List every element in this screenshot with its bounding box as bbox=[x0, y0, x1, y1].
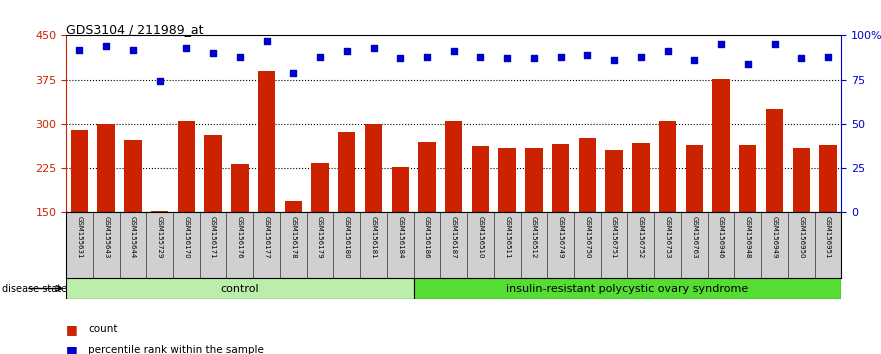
Text: GDS3104 / 211989_at: GDS3104 / 211989_at bbox=[66, 23, 204, 36]
Bar bbox=[793, 148, 810, 212]
Text: ■: ■ bbox=[66, 344, 78, 354]
Point bbox=[152, 79, 167, 84]
Bar bbox=[311, 164, 329, 212]
Bar bbox=[633, 143, 649, 212]
Point bbox=[500, 56, 515, 61]
Point bbox=[393, 56, 407, 61]
Point bbox=[607, 57, 621, 63]
Point bbox=[687, 57, 701, 63]
Text: GSM156171: GSM156171 bbox=[210, 216, 216, 258]
Text: disease state: disease state bbox=[2, 284, 67, 293]
Point bbox=[821, 54, 835, 59]
Point bbox=[72, 47, 86, 52]
Text: GSM156763: GSM156763 bbox=[692, 216, 698, 258]
Bar bbox=[685, 144, 703, 212]
Point bbox=[794, 56, 808, 61]
Text: GSM156187: GSM156187 bbox=[451, 216, 456, 258]
Text: GSM156180: GSM156180 bbox=[344, 216, 350, 258]
Bar bbox=[413, 278, 841, 299]
Point bbox=[100, 43, 114, 49]
Bar bbox=[98, 125, 115, 212]
Bar bbox=[605, 150, 623, 212]
Text: GSM155631: GSM155631 bbox=[77, 216, 83, 258]
Bar bbox=[66, 278, 413, 299]
Text: GSM155729: GSM155729 bbox=[157, 216, 163, 258]
Text: GSM155644: GSM155644 bbox=[130, 216, 136, 258]
Point bbox=[447, 48, 461, 54]
Bar bbox=[70, 130, 88, 212]
Bar bbox=[151, 211, 168, 212]
Text: percentile rank within the sample: percentile rank within the sample bbox=[88, 346, 264, 354]
Point bbox=[260, 38, 274, 44]
Text: GSM156179: GSM156179 bbox=[317, 216, 323, 258]
Text: GSM156751: GSM156751 bbox=[611, 216, 617, 258]
Point bbox=[714, 41, 728, 47]
Text: GSM156177: GSM156177 bbox=[263, 216, 270, 258]
Text: control: control bbox=[220, 284, 259, 293]
Point bbox=[233, 54, 247, 59]
Point bbox=[206, 50, 220, 56]
Text: GSM156948: GSM156948 bbox=[744, 216, 751, 258]
Bar bbox=[178, 121, 195, 212]
Bar bbox=[365, 124, 382, 212]
Text: GSM156750: GSM156750 bbox=[584, 216, 590, 258]
Bar bbox=[338, 132, 355, 212]
Point bbox=[313, 54, 327, 59]
Text: GSM156170: GSM156170 bbox=[183, 216, 189, 258]
Bar bbox=[204, 135, 222, 212]
Point bbox=[126, 47, 140, 52]
Text: GSM156752: GSM156752 bbox=[638, 216, 644, 258]
Text: GSM156753: GSM156753 bbox=[664, 216, 670, 258]
Text: GSM155643: GSM155643 bbox=[103, 216, 109, 258]
Text: GSM156511: GSM156511 bbox=[504, 216, 510, 258]
Text: GSM156512: GSM156512 bbox=[531, 216, 537, 258]
Point bbox=[286, 70, 300, 75]
Bar bbox=[231, 164, 248, 212]
Text: GSM156181: GSM156181 bbox=[371, 216, 376, 258]
Text: GSM156950: GSM156950 bbox=[798, 216, 804, 258]
Bar bbox=[445, 121, 463, 212]
Text: GSM156949: GSM156949 bbox=[772, 216, 778, 258]
Bar bbox=[713, 79, 729, 212]
Point bbox=[473, 54, 487, 59]
Bar bbox=[525, 148, 543, 212]
Bar bbox=[766, 109, 783, 212]
Bar bbox=[579, 138, 596, 212]
Text: GSM156186: GSM156186 bbox=[424, 216, 430, 258]
Text: GSM156176: GSM156176 bbox=[237, 216, 243, 258]
Bar bbox=[552, 144, 569, 212]
Text: insulin-resistant polycystic ovary syndrome: insulin-resistant polycystic ovary syndr… bbox=[507, 284, 749, 293]
Bar bbox=[471, 146, 489, 212]
Bar bbox=[739, 144, 757, 212]
Point bbox=[661, 48, 675, 54]
Bar bbox=[285, 201, 302, 212]
Point bbox=[180, 45, 194, 51]
Point bbox=[581, 52, 595, 58]
Point bbox=[527, 56, 541, 61]
Text: GSM156184: GSM156184 bbox=[397, 216, 403, 258]
Point bbox=[767, 41, 781, 47]
Text: GSM156749: GSM156749 bbox=[558, 216, 564, 258]
Point bbox=[633, 54, 648, 59]
Bar bbox=[258, 71, 275, 212]
Bar bbox=[418, 142, 436, 212]
Bar bbox=[391, 167, 409, 212]
Point bbox=[366, 45, 381, 51]
Text: GSM156946: GSM156946 bbox=[718, 216, 724, 258]
Text: ■: ■ bbox=[66, 323, 78, 336]
Text: GSM156178: GSM156178 bbox=[291, 216, 296, 258]
Point bbox=[420, 54, 434, 59]
Point bbox=[741, 61, 755, 67]
Bar bbox=[124, 141, 142, 212]
Text: GSM156510: GSM156510 bbox=[478, 216, 484, 258]
Point bbox=[553, 54, 567, 59]
Bar bbox=[659, 121, 677, 212]
Text: GSM156951: GSM156951 bbox=[825, 216, 831, 258]
Point bbox=[340, 48, 354, 54]
Text: count: count bbox=[88, 324, 117, 334]
Bar bbox=[499, 148, 516, 212]
Bar bbox=[819, 144, 837, 212]
